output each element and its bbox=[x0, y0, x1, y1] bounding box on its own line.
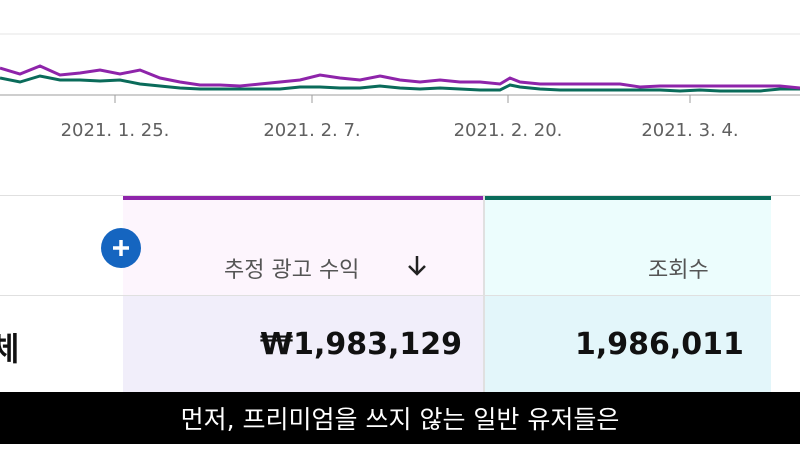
revenue-header-cell[interactable] bbox=[123, 200, 483, 296]
chart-svg: 2021. 1. 25. 2021. 2. 7. 2021. 2. 20. 2021.… bbox=[0, 33, 800, 141]
views-column-color-bar bbox=[485, 196, 771, 200]
x-tick-label: 2021. 2. 20. bbox=[454, 120, 563, 141]
views-header-label[interactable]: 조회수 bbox=[648, 258, 709, 283]
revenue-value: ₩1,983,129 bbox=[260, 327, 463, 362]
views-value-cell bbox=[485, 296, 771, 392]
views-value: 1,986,011 bbox=[575, 327, 744, 362]
views-series-line bbox=[0, 74, 800, 93]
views-header-cell[interactable] bbox=[485, 200, 771, 296]
revenue-column-color-bar bbox=[123, 196, 483, 200]
header-divider bbox=[0, 195, 800, 196]
x-tick-label: 2021. 1. 25. bbox=[61, 120, 170, 141]
add-metric-button[interactable] bbox=[101, 228, 141, 268]
revenue-header-label[interactable]: 추정 광고 수익 bbox=[224, 258, 360, 283]
row-divider bbox=[0, 295, 800, 296]
revenue-value-cell bbox=[123, 296, 483, 392]
column-separator bbox=[483, 196, 485, 392]
arrow-down-icon[interactable] bbox=[406, 254, 428, 276]
subtitle-caption: 먼저, 프리미엄을 쓰지 않는 일반 유저들은 bbox=[180, 405, 620, 434]
x-tick-label: 2021. 3. 4. bbox=[641, 120, 738, 141]
plus-icon bbox=[113, 240, 129, 256]
views-column bbox=[485, 196, 771, 392]
revenue-series-line bbox=[0, 64, 800, 90]
row-label: 체 bbox=[0, 330, 20, 368]
x-tick-label: 2021. 2. 7. bbox=[263, 120, 360, 141]
subtitle-bar bbox=[0, 392, 800, 444]
revenue-column bbox=[123, 196, 483, 392]
